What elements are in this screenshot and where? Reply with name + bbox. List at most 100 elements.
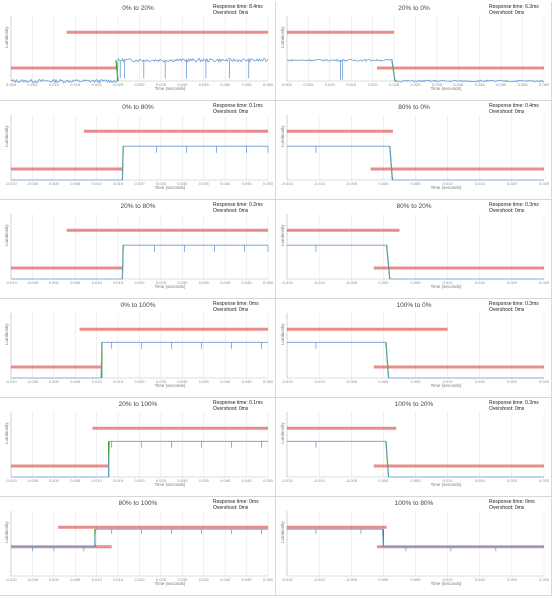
x-tick-label: -0.010 xyxy=(313,577,325,582)
x-tick-label: 0.005 xyxy=(410,577,421,582)
overshoot-label: Overshoot: 0ms xyxy=(489,406,525,412)
x-axis-title: Time (seconds) xyxy=(430,185,462,190)
chart-title: 0% to 20% xyxy=(122,5,154,12)
x-tick-label: 0.005 xyxy=(70,478,81,483)
x-tick-label: 0.045 xyxy=(242,181,253,186)
luminosity-trace xyxy=(287,145,544,181)
x-tick-label: 0.040 xyxy=(220,577,231,582)
overshoot-label: Overshoot: 0ms xyxy=(213,307,249,313)
x-tick-label: 0.025 xyxy=(156,577,167,582)
x-tick-label: 0.015 xyxy=(475,577,486,582)
response-time-label: Response time: 0.1ms xyxy=(213,103,263,109)
chart-svg: -0.015 -0.010 -0.005 0.000 0.005 0.010 0.015 0.… xyxy=(281,511,550,582)
x-tick-label: 0.015 xyxy=(113,280,124,285)
x-tick-label: 0.010 xyxy=(443,280,454,285)
chart-title: 0% to 80% xyxy=(122,104,154,111)
x-tick-label: 0.050 xyxy=(263,280,274,285)
x-axis-title: Time (seconds) xyxy=(430,284,462,289)
x-tick-label: -0.015 xyxy=(281,280,293,285)
y-axis-title: Luminosity xyxy=(280,125,285,147)
chart-title: 100% to 20% xyxy=(394,401,434,408)
chart-panel: 0.000 0.005 0.010 0.015 0.020 0.025 0.030 0.035… xyxy=(276,2,552,101)
x-tick-label: 0.050 xyxy=(263,577,274,582)
x-tick-label: 0.010 xyxy=(443,577,454,582)
x-tick-label: 0.040 xyxy=(220,280,231,285)
y-axis-title: Luminosity xyxy=(280,26,285,48)
x-tick-label: 0.025 xyxy=(539,379,550,384)
chart-svg: -0.010 -0.005 0.000 0.005 0.010 0.015 0.020 0.0… xyxy=(5,313,274,384)
x-tick-label: 0.005 xyxy=(70,280,81,285)
x-tick-label: 0.000 xyxy=(49,577,60,582)
x-tick-label: 0.000 xyxy=(378,280,389,285)
x-tick-label: 0.020 xyxy=(368,82,379,87)
x-axis-title: Time (seconds) xyxy=(430,86,462,91)
x-tick-label: 0.030 xyxy=(177,478,188,483)
x-tick-label: 0.035 xyxy=(156,82,167,87)
x-tick-label: 0.020 xyxy=(134,577,145,582)
y-axis-title: Luminosity xyxy=(4,125,9,147)
overshoot-label: Overshoot: 0ms xyxy=(489,10,525,16)
response-time-label: Response time: 0ms xyxy=(489,499,535,505)
x-tick-label: 0.010 xyxy=(443,379,454,384)
x-tick-label: 0.040 xyxy=(453,82,464,87)
y-axis-title: Luminosity xyxy=(4,323,9,345)
x-tick-label: -0.015 xyxy=(281,478,293,483)
response-time-label: Response time: 0ms xyxy=(213,301,259,307)
luminosity-trace xyxy=(11,244,268,280)
x-tick-label: 0.055 xyxy=(242,82,253,87)
chart-panel: 0.000 0.005 0.010 0.015 0.020 0.025 0.030 0.035… xyxy=(0,2,276,101)
x-tick-label: -0.005 xyxy=(27,280,39,285)
x-tick-label: 0.000 xyxy=(378,181,389,186)
x-tick-label: 0.060 xyxy=(539,82,550,87)
x-axis-title: Time (seconds) xyxy=(154,284,186,289)
x-tick-label: 0.025 xyxy=(156,181,167,186)
x-tick-label: 0.005 xyxy=(27,82,38,87)
x-tick-label: 0.045 xyxy=(199,82,210,87)
chart-svg: 0.000 0.005 0.010 0.015 0.020 0.025 0.030 0.035… xyxy=(282,16,550,87)
luminosity-trace xyxy=(11,145,268,181)
chart-panel: -0.010 -0.005 0.000 0.005 0.010 0.015 0.020 0.0… xyxy=(0,497,276,596)
x-tick-label: 0.015 xyxy=(113,181,124,186)
x-tick-label: 0.040 xyxy=(220,181,231,186)
chart-panel: -0.015 -0.010 -0.005 0.000 0.005 0.010 0.015 0.… xyxy=(276,299,552,398)
x-tick-label: 0.020 xyxy=(134,379,145,384)
x-axis-title: Time (seconds) xyxy=(430,482,462,487)
x-tick-label: 0.015 xyxy=(113,577,124,582)
x-tick-label: 0.030 xyxy=(177,280,188,285)
x-tick-label: 0.025 xyxy=(539,181,550,186)
chart-panel: -0.010 -0.005 0.000 0.005 0.010 0.015 0.020 0.0… xyxy=(0,200,276,299)
x-tick-label: 0.030 xyxy=(177,379,188,384)
x-tick-label: 0.020 xyxy=(92,82,103,87)
luminosity-trace xyxy=(287,440,544,478)
x-tick-label: 0.020 xyxy=(507,280,518,285)
x-tick-label: 0.060 xyxy=(263,82,274,87)
x-tick-label: 0.035 xyxy=(199,280,210,285)
chart-title: 20% to 0% xyxy=(398,5,430,12)
response-time-label: Response time: 8.4ms xyxy=(213,4,263,10)
chart-metrics: Response time: 0.3ms Overshoot: 0ms xyxy=(489,301,539,313)
chart-title: 100% to 0% xyxy=(396,302,432,309)
overshoot-label: Overshoot: 0ms xyxy=(213,10,249,16)
x-tick-label: 0.025 xyxy=(389,82,400,87)
overshoot-label: Overshoot: 0ms xyxy=(489,109,525,115)
chart-panel: -0.010 -0.005 0.000 0.005 0.010 0.015 0.020 0.0… xyxy=(0,398,276,497)
y-axis-title: Luminosity xyxy=(4,26,9,48)
chart-metrics: Response time: 0ms Overshoot: 0ms xyxy=(213,499,259,511)
chart-metrics: Response time: 0.2ms Overshoot: 0ms xyxy=(213,202,263,214)
luminosity-trace xyxy=(286,58,544,83)
x-tick-label: 0.020 xyxy=(507,181,518,186)
chart-svg: -0.015 -0.010 -0.005 0.000 0.005 0.010 0.015 0.… xyxy=(281,313,550,384)
x-tick-label: 0.000 xyxy=(49,478,60,483)
x-tick-label: 0.010 xyxy=(325,82,336,87)
x-tick-label: 0.015 xyxy=(346,82,357,87)
x-tick-label: 0.035 xyxy=(432,82,443,87)
overshoot-label: Overshoot: 0ms xyxy=(213,406,249,412)
x-tick-label: 0.045 xyxy=(242,478,253,483)
x-tick-label: -0.010 xyxy=(313,478,325,483)
chart-title: 80% to 100% xyxy=(118,500,158,507)
x-tick-label: 0.035 xyxy=(199,478,210,483)
x-tick-label: 0.035 xyxy=(199,181,210,186)
overshoot-label: Overshoot: 0ms xyxy=(489,505,525,511)
x-tick-label: 0.020 xyxy=(134,280,145,285)
